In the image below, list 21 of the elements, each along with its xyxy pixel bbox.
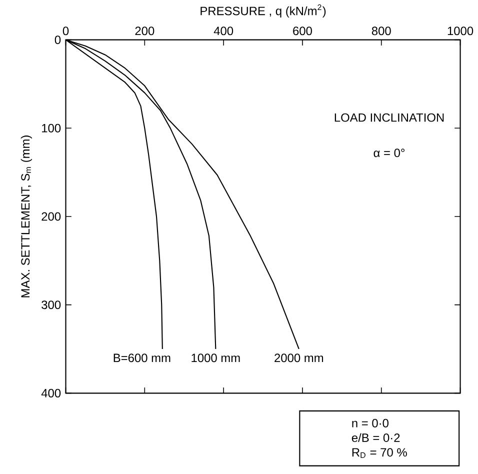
x-tick-label: 1000 (448, 26, 474, 36)
x-tick-label: 200 (135, 26, 154, 36)
text: n = 0·0 (352, 418, 388, 428)
text: R$_{D}$ = 70 % (352, 448, 407, 458)
y-tick-label: 100 (42, 124, 61, 132)
annotation: LOAD INCLINATION (334, 113, 444, 122)
y-axis-title: MAX. SETTLEMENT, S$_{m}$ (mm) (20, 135, 32, 298)
x-axis-title: PRESSURE , q (kN/m$^{2}$) (200, 4, 326, 18)
x-tick-label: 0 (62, 26, 69, 36)
series-label: 2000 mm (274, 354, 324, 362)
series-label: 1000 mm (192, 354, 240, 362)
series-label: B=600 mm (114, 354, 170, 362)
y-tick-label: 0 (54, 36, 61, 44)
x-tick-label: 600 (293, 26, 312, 36)
text: e/B = 0·2 (352, 433, 400, 442)
x-tick-label: 400 (214, 26, 234, 36)
y-tick-label: 200 (42, 212, 61, 221)
y-tick-label: 400 (41, 388, 61, 398)
y-tick-label: 300 (42, 300, 61, 309)
x-tick-label: 800 (372, 26, 391, 36)
annotation: α = 0° (374, 148, 405, 158)
